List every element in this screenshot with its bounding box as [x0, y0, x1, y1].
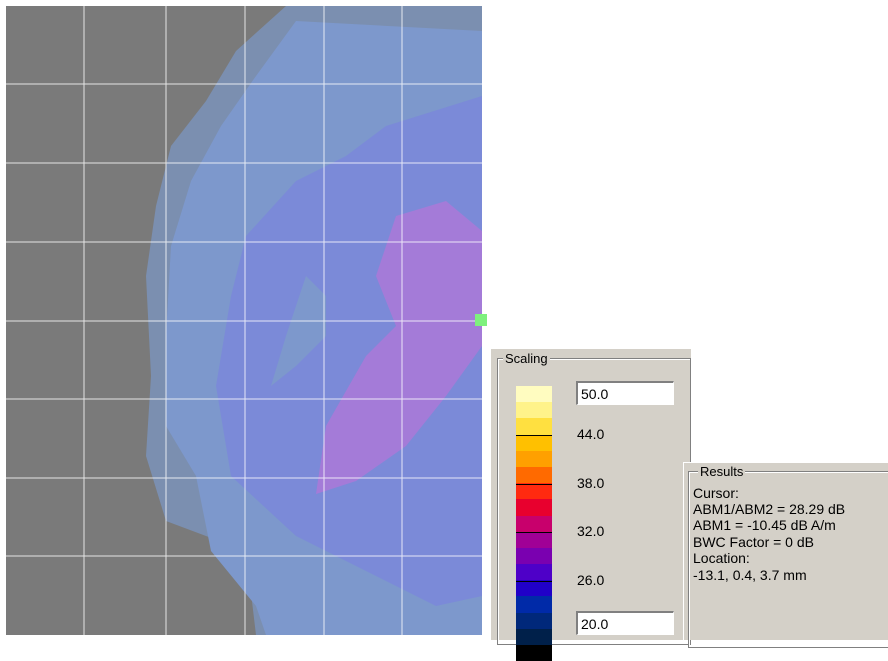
- location-label: Location:: [693, 550, 750, 566]
- color-scale-band: [516, 386, 552, 403]
- contour-level-4: [316, 201, 482, 494]
- color-scale-band: [516, 434, 552, 451]
- scale-tick-line: [516, 484, 552, 485]
- cursor-marker[interactable]: [475, 314, 487, 326]
- scale-tick-label-26: 26.0: [577, 572, 605, 588]
- bwc-factor-value: BWC Factor = 0 dB: [693, 534, 814, 550]
- color-scale-band: [516, 402, 552, 419]
- scale-tick-label-32: 32.0: [577, 523, 605, 539]
- color-scale-band: [516, 580, 552, 597]
- scaling-title: Scaling: [503, 351, 550, 366]
- scale-tick-label-44: 44.0: [577, 426, 605, 442]
- color-scale-bar: [516, 386, 552, 661]
- contour-plot[interactable]: [6, 6, 482, 635]
- scale-tick-label-38: 38.0: [577, 475, 605, 491]
- color-scale-band: [516, 466, 552, 484]
- results-panel: Results Cursor: ABM1/ABM2 = 28.29 dB ABM…: [683, 462, 888, 648]
- color-scale-band: [516, 564, 552, 581]
- scale-min-input[interactable]: [576, 611, 674, 635]
- color-scale-band: [516, 596, 552, 613]
- plot-grid: [6, 6, 482, 635]
- color-scale-band: [516, 499, 552, 516]
- abm-ratio-value: ABM1/ABM2 = 28.29 dB: [693, 501, 846, 517]
- color-scale-band: [516, 483, 552, 500]
- location-value: -13.1, 0.4, 3.7 mm: [693, 567, 807, 583]
- scale-tick-line: [516, 581, 552, 582]
- color-scale-band: [516, 645, 552, 661]
- color-scale-band: [516, 515, 552, 532]
- color-scale-band: [516, 531, 552, 548]
- scale-tick-line: [516, 435, 552, 436]
- contour-plot-svg: [6, 6, 482, 635]
- color-scale-band: [516, 628, 552, 645]
- abm1-value: ABM1 = -10.45 dB A/m: [693, 517, 836, 533]
- color-scale-band: [516, 418, 552, 435]
- color-scale-band: [516, 612, 552, 629]
- scale-tick-line: [516, 532, 552, 533]
- scale-max-input[interactable]: [576, 381, 674, 405]
- contour-pocket: [271, 276, 326, 386]
- cursor-label: Cursor:: [693, 485, 739, 501]
- color-scale-band: [516, 450, 552, 467]
- color-scale-band: [516, 547, 552, 565]
- results-title: Results: [698, 464, 746, 479]
- scaling-panel: Scaling 44.0 38.0 32.0 26.0: [490, 348, 691, 661]
